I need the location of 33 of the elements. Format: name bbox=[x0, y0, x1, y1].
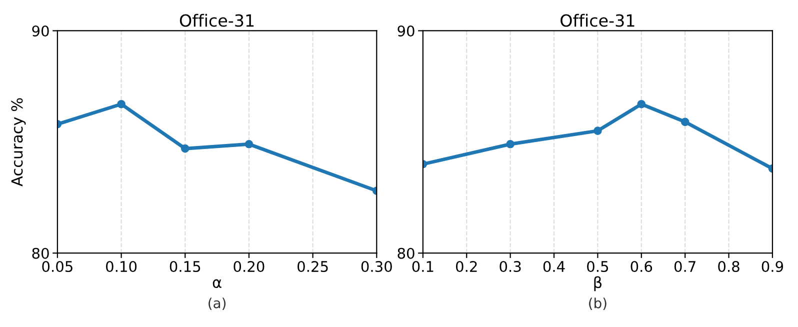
x-tick-label: 0.2 bbox=[456, 260, 477, 272]
x-tick-label: 0.15 bbox=[170, 260, 200, 272]
point bbox=[117, 100, 126, 108]
x-tick-label: 0.7 bbox=[674, 260, 696, 272]
x-tick-label: 0.9 bbox=[762, 260, 784, 272]
y-axis-title: Accuracy % bbox=[11, 98, 26, 186]
x-tick-label: 0.3 bbox=[500, 260, 521, 272]
y-tick-label: 80 bbox=[398, 248, 414, 259]
point bbox=[680, 118, 690, 126]
point bbox=[180, 144, 190, 153]
x-tick-label: 0.20 bbox=[234, 260, 264, 272]
y-tick-label: 80 bbox=[32, 248, 49, 259]
x-tick-label: 0.05 bbox=[42, 260, 72, 272]
chart-title: Office-31 bbox=[180, 14, 254, 27]
x-tick-label: 0.25 bbox=[298, 260, 328, 272]
point bbox=[506, 140, 514, 148]
x-tick-label: 0.8 bbox=[718, 260, 740, 272]
y-tick-label: 90 bbox=[398, 25, 414, 36]
x-axis-title: β bbox=[594, 276, 602, 292]
x-tick-label: 0.1 bbox=[412, 260, 434, 272]
text: (a) bbox=[208, 298, 226, 310]
x-tick-label: 0.4 bbox=[543, 260, 565, 272]
x-tick-label: 0.5 bbox=[587, 260, 608, 272]
chart-title: Office-31 bbox=[560, 14, 634, 27]
point bbox=[637, 100, 646, 108]
text: (b) bbox=[589, 298, 606, 310]
x-tick-label: 0.30 bbox=[361, 260, 392, 272]
point bbox=[244, 140, 254, 148]
x-axis-title: α bbox=[212, 279, 222, 288]
y-tick-label: 90 bbox=[32, 25, 49, 36]
x-tick-label: 0.10 bbox=[106, 260, 137, 272]
point bbox=[594, 126, 602, 135]
x-tick-label: 0.6 bbox=[630, 260, 652, 272]
